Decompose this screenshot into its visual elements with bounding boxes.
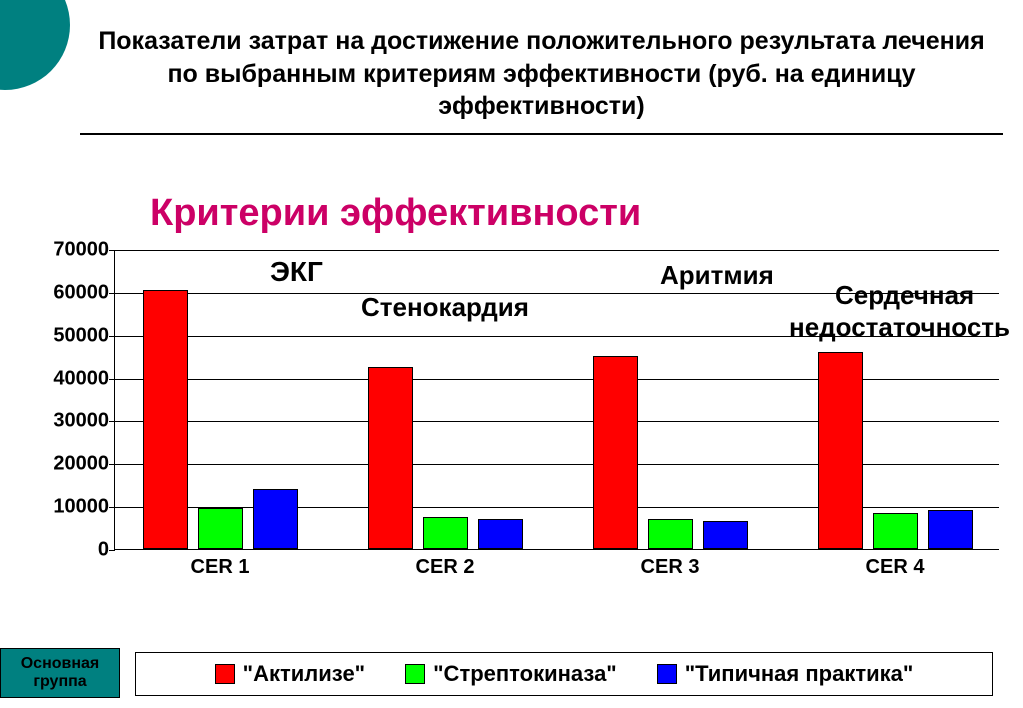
y-axis-label: 30000 — [15, 410, 109, 433]
page-title-block: Показатели затрат на достижение положите… — [80, 25, 1003, 135]
bar — [928, 510, 973, 549]
legend-swatch — [215, 664, 235, 684]
bar — [198, 508, 243, 549]
y-tick — [109, 293, 115, 294]
y-axis-label: 50000 — [15, 324, 109, 347]
bar — [818, 352, 863, 549]
main-group-button[interactable]: Основная группа — [0, 648, 120, 698]
legend-item: "Актилизе" — [215, 661, 365, 687]
legend-label: "Типичная практика" — [685, 661, 914, 687]
y-axis-label: 40000 — [15, 367, 109, 390]
legend-label: "Стрептокиназа" — [433, 661, 617, 687]
y-tick — [109, 421, 115, 422]
y-tick — [109, 336, 115, 337]
main-group-button-label: Основная группа — [21, 655, 100, 690]
bar — [253, 489, 298, 549]
y-tick — [109, 250, 115, 251]
chart-legend: "Актилизе" "Стрептокиназа" "Типичная пра… — [135, 652, 993, 696]
chart-container: 010000200003000040000500006000070000CER … — [14, 250, 1009, 610]
y-axis-label: 20000 — [15, 453, 109, 476]
bar — [873, 513, 918, 549]
button-line2: группа — [33, 673, 86, 690]
legend-item: "Типичная практика" — [657, 661, 914, 687]
chart-annotation: Аритмия — [660, 260, 774, 291]
chart-annotation: Сердечная — [835, 280, 974, 311]
bar — [423, 517, 468, 549]
chart-annotation: недостаточность — [789, 312, 1010, 343]
grid-line — [115, 421, 999, 422]
page-title: Показатели затрат на достижение положите… — [80, 25, 1003, 123]
grid-line — [115, 250, 999, 251]
bar — [368, 367, 413, 549]
y-axis-label: 0 — [15, 539, 109, 562]
grid-line — [115, 379, 999, 380]
legend-swatch — [657, 664, 677, 684]
grid-line — [115, 507, 999, 508]
y-tick — [109, 507, 115, 508]
chart-annotation: Стенокардия — [361, 292, 529, 323]
bar — [478, 519, 523, 549]
chart-annotation: ЭКГ — [270, 256, 323, 288]
bar — [703, 521, 748, 549]
x-axis-label: CER 2 — [416, 556, 475, 579]
y-tick — [109, 550, 115, 551]
chart-subtitle: Критерии эффективности — [150, 192, 641, 235]
y-axis-label: 70000 — [15, 239, 109, 262]
bar — [648, 519, 693, 549]
chart-plot-area: 010000200003000040000500006000070000CER … — [114, 250, 999, 550]
x-axis-label: CER 3 — [641, 556, 700, 579]
bar — [593, 356, 638, 549]
legend-label: "Актилизе" — [243, 661, 365, 687]
y-axis-label: 10000 — [15, 496, 109, 519]
legend-swatch — [405, 664, 425, 684]
title-divider — [80, 133, 1003, 135]
y-tick — [109, 379, 115, 380]
accent-circle — [0, 0, 70, 90]
bar — [143, 290, 188, 549]
legend-item: "Стрептокиназа" — [405, 661, 617, 687]
x-axis-label: CER 1 — [191, 556, 250, 579]
button-line1: Основная — [21, 655, 100, 672]
x-axis-label: CER 4 — [866, 556, 925, 579]
y-axis-label: 60000 — [15, 281, 109, 304]
y-tick — [109, 464, 115, 465]
grid-line — [115, 464, 999, 465]
